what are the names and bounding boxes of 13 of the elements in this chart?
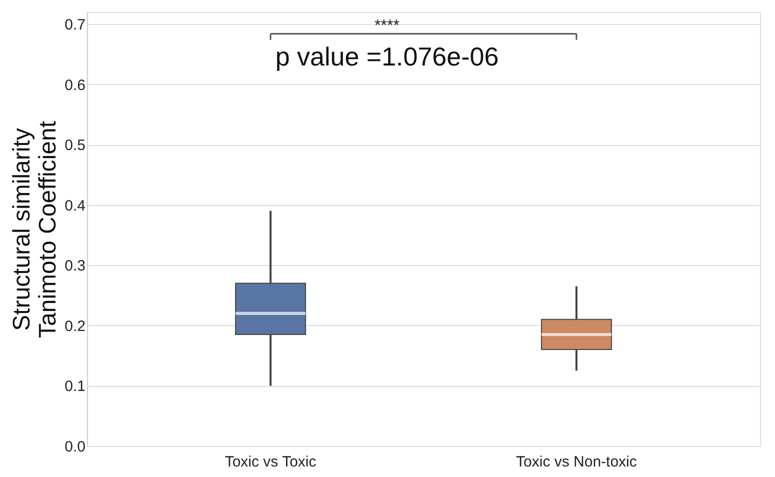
y-tick-label: 0.5	[64, 137, 86, 154]
y-tick-label: 0.2	[64, 318, 86, 335]
y-tick-label: 0.7	[64, 16, 86, 34]
annotation: ****	[374, 18, 400, 35]
y-tick-label: 0.0	[64, 438, 86, 456]
y-axis-title: Structural similarity Tanimoto Coefficient	[8, 120, 62, 338]
y-tick-label: 0.6	[64, 76, 86, 94]
annotation: p value =1.076e-06	[275, 42, 499, 72]
y-tick-label: 0.1	[64, 378, 86, 396]
x-tick-label: Toxic vs Non-toxic	[516, 454, 638, 470]
x-tick-label: Toxic vs Toxic	[224, 454, 317, 470]
y-tick-label: 0.4	[64, 197, 86, 214]
y-tick-label: 0.3	[64, 258, 86, 275]
